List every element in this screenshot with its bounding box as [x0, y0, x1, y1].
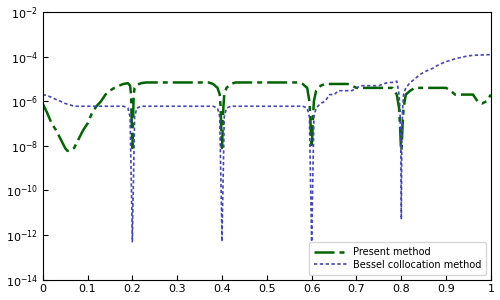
Bessel collocation method — [148, 104, 154, 108]
Present method — [64, 149, 70, 153]
Bessel collocation method — [160, 104, 166, 108]
Bessel collocation method — [488, 53, 494, 56]
Line: Present method: Present method — [42, 82, 491, 151]
Present method — [336, 82, 342, 86]
Present method — [308, 146, 314, 150]
Present method — [255, 81, 261, 84]
Present method — [40, 102, 46, 105]
Bessel collocation method — [456, 56, 462, 59]
Present method — [488, 93, 494, 96]
Present method — [143, 81, 149, 84]
Present method — [311, 100, 317, 103]
Bessel collocation method — [403, 86, 409, 90]
Bessel collocation method — [130, 240, 136, 244]
Bessel collocation method — [416, 73, 422, 77]
Legend: Present method, Bessel collocation method: Present method, Bessel collocation metho… — [309, 242, 486, 275]
Present method — [160, 81, 166, 84]
Bessel collocation method — [311, 115, 317, 119]
Present method — [76, 137, 82, 141]
Line: Bessel collocation method: Bessel collocation method — [42, 55, 491, 242]
Bessel collocation method — [40, 93, 46, 96]
